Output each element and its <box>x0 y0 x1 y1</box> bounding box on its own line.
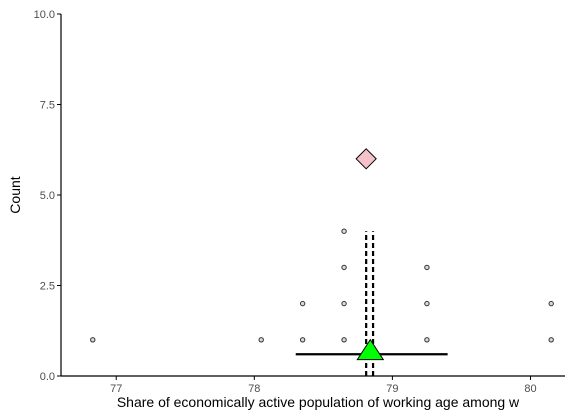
data-point <box>258 337 264 343</box>
data-point <box>548 300 554 307</box>
data-point <box>548 337 554 343</box>
diamond-marker <box>355 148 377 170</box>
data-point <box>424 300 430 307</box>
y-tick-label: 10.0 <box>34 9 55 21</box>
plot-area <box>90 148 554 376</box>
ticks-layer: 77 78 79 80 0.0 2.5 5.0 7.5 10.0 <box>34 9 537 395</box>
data-point <box>341 264 347 271</box>
y-tick-label: 0.0 <box>40 371 55 383</box>
x-tick-label: 80 <box>524 383 536 395</box>
y-tick-label: 2.5 <box>40 281 55 293</box>
x-tick-label: 78 <box>248 383 260 395</box>
data-point <box>299 300 306 307</box>
data-point <box>341 337 347 343</box>
data-point <box>299 337 306 343</box>
data-point <box>341 300 347 307</box>
y-tick-label: 5.0 <box>40 190 55 202</box>
x-tick-label: 77 <box>110 383 122 395</box>
data-point <box>341 228 347 234</box>
data-point <box>424 264 430 271</box>
data-point <box>424 337 430 343</box>
data-point <box>90 337 96 343</box>
y-axis-label: Count <box>7 176 23 213</box>
triangle-marker <box>356 338 385 361</box>
markers-layer <box>90 148 554 361</box>
x-axis-label: Share of economically active population … <box>117 394 520 410</box>
y-tick-label: 7.5 <box>40 100 55 112</box>
x-tick-label: 79 <box>386 383 398 395</box>
axes <box>60 14 565 377</box>
